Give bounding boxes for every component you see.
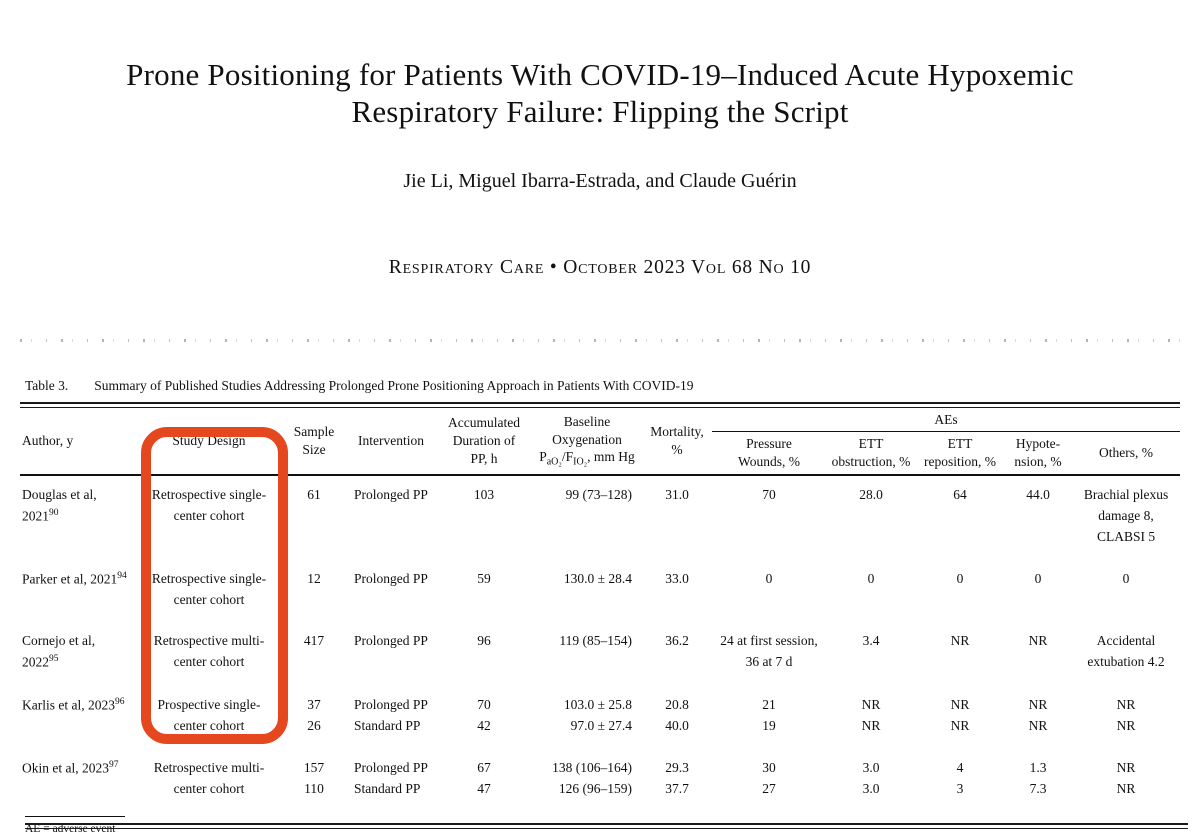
ett-reposition-cell: NR [950,633,970,649]
journal-citation-line: Respiratory Care • October 2023 Vol 68 N… [388,257,812,279]
col-header-others: Others, % [1072,431,1181,476]
others-cell: NR NR [1116,696,1136,733]
author-cell: Karlis et al, 202396 [22,696,125,713]
mortality-cell: 33.0 [665,570,689,586]
study-row: Cornejo et al, 202295 Retrospective multi… [20,625,1180,688]
oxygenation-cell: 99 (73–128) [565,486,632,502]
pressure-cell: 24 at first session, 36 at 7 d [720,633,818,670]
hypotension-cell: 0 [1034,570,1042,586]
hypotension-cell: NR [1028,633,1048,649]
author-cell: Cornejo et al, 202295 [22,633,96,670]
table-caption: Table 3. Summary of Published Studies Add… [25,378,1180,394]
study-row: Douglas et al, 202190 Retrospective singl… [20,475,1180,563]
col-header-mortality: Mortality, % [642,408,712,476]
col-header-intervention: Intervention [346,408,436,476]
study-row: Parker et al, 202194 Retrospective single… [20,563,1180,626]
page-title: Prone Positioning for Patients With COVI… [126,57,1074,130]
ett-reposition-cell: 64 [953,486,967,502]
study-design-cell: Prospective single- center cohort [157,696,261,733]
duration-cell: 67 47 [477,759,491,796]
col-header-duration: Accumulated Duration of PP, h [436,408,532,476]
col-header-hypotension: Hypote- nsion, % [1004,431,1072,476]
study-design-cell: Retrospective single- center cohort [151,570,267,607]
pressure-cell: 70 [762,486,776,502]
study-row: Karlis et al, 202396 Prospective single- … [20,689,1180,752]
others-cell: NR NR [1116,759,1136,796]
intervention-cell: Prolonged PP Standard PP [354,696,428,733]
pressure-cell: 30 27 [762,759,776,796]
mortality-cell: 20.8 40.0 [665,696,689,733]
hypotension-cell: 1.3 7.3 [1029,759,1047,796]
intervention-cell: Prolonged PP [354,486,428,502]
intervention-cell: Prolonged PP [354,633,428,649]
pressure-cell: 21 19 [762,696,776,733]
hypotension-cell: NR NR [1028,696,1048,733]
col-header-ett-reposition: ETT reposition, % [916,431,1004,476]
ett-obstruction-cell: 3.0 3.0 [862,759,880,796]
study-design-cell: Retrospective multi- center cohort [153,759,265,796]
others-cell: Brachial plexus damage 8, CLABSI 5 [1083,486,1169,544]
table-caption-text: Summary of Published Studies Addressing … [94,378,694,394]
page-bottom-rule [25,823,1188,829]
table-caption-label: Table 3. [25,378,69,394]
duration-cell: 70 42 [477,696,491,733]
sample-cell: 157 110 [303,759,325,796]
table-header: Author, y Study Design Sample Size Inter… [20,408,1181,476]
oxygenation-cell: 130.0 ± 28.4 [563,570,632,586]
sample-cell: 61 [307,486,321,502]
footnote-line: AE = adverse event [25,823,116,832]
col-group-aes: AEs [712,408,1181,433]
footnotes: AE = adverse event PP = prone positionin… [25,822,1200,832]
col-header-study-design: Study Design [136,408,282,476]
mortality-cell: 29.3 37.7 [665,759,689,796]
col-header-ett-obstruction: ETT obstruction, % [826,431,916,476]
ett-reposition-cell: NR NR [950,696,970,733]
mortality-cell: 36.2 [665,633,689,649]
oxygenation-cell: 103.0 ± 25.8 97.0 ± 27.4 [563,696,632,733]
duration-cell: 103 [473,486,495,502]
sample-cell: 417 [303,633,325,649]
duration-cell: 96 [477,633,491,649]
duration-cell: 59 [477,570,491,586]
intervention-cell: Prolonged PP [354,570,428,586]
ett-obstruction-cell: NR NR [861,696,881,733]
col-header-pressure-wounds: Pressure Wounds, % [712,431,826,476]
others-cell: Accidental extubation 4.2 [1087,633,1165,670]
hypotension-cell: 44.0 [1026,486,1050,502]
intervention-cell: Prolonged PP Standard PP [354,759,428,796]
studies-table: Author, y Study Design Sample Size Inter… [20,408,1181,815]
cropped-text-remnant [20,339,1180,343]
col-header-oxygenation: Baseline Oxygenation PaO₂/FIO₂, mm Hg [532,408,642,476]
author-cell: Parker et al, 202194 [22,570,127,587]
sample-cell: 37 26 [307,696,321,733]
author-cell: Okin et al, 202397 [22,759,119,776]
ett-obstruction-cell: 3.4 [862,633,880,649]
ett-obstruction-cell: 28.0 [859,486,883,502]
col-header-author: Author, y [20,408,136,476]
others-cell: 0 [1122,570,1130,586]
table-top-rule [20,402,1180,409]
mortality-cell: 31.0 [665,486,689,502]
author-cell: Douglas et al, 202190 [22,486,97,524]
study-row: Okin et al, 202397 Retrospective multi- c… [20,752,1180,815]
oxygenation-cell: 138 (106–164) 126 (96–159) [552,759,632,796]
table-body: Douglas et al, 202190 Retrospective singl… [20,475,1180,815]
ett-reposition-cell: 0 [956,570,964,586]
oxygenation-formula: PaO₂/FIO₂, mm Hg [539,449,635,469]
study-design-cell: Retrospective multi- center cohort [153,633,265,670]
ett-obstruction-cell: 0 [867,570,875,586]
oxygenation-cell: 119 (85–154) [559,633,632,649]
sample-cell: 12 [307,570,321,586]
study-design-cell: Retrospective single- center cohort [151,486,267,523]
footnote-rule [25,816,125,818]
pressure-cell: 0 [765,570,773,586]
col-header-sample-size: Sample Size [282,408,346,476]
authors-line: Jie Li, Miguel Ibarra-Estrada, and Claud… [403,170,797,193]
